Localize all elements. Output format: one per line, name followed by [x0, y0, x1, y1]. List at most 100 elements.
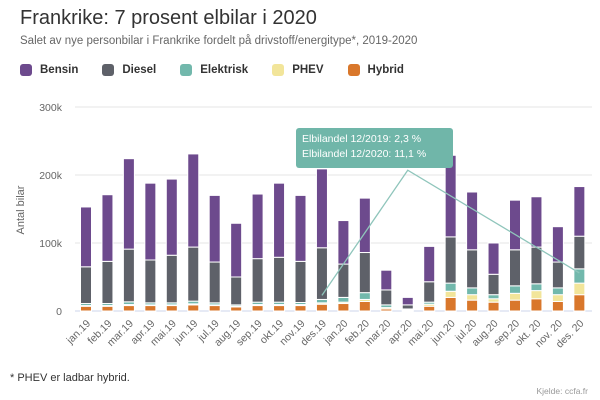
bar-diesel-apr19[interactable] — [144, 259, 157, 304]
bar-bensin-okt19[interactable] — [273, 182, 286, 258]
bar-diesel-sep19[interactable] — [251, 258, 264, 303]
x-tick-label: jun.20 — [428, 318, 458, 348]
bar-hybrid-feb20[interactable] — [358, 300, 371, 312]
bar-phev-nov20[interactable] — [551, 294, 564, 302]
bar-diesel-mar20[interactable] — [380, 289, 393, 306]
bar-phev-jun20[interactable] — [444, 290, 457, 298]
bar-hybrid-des20[interactable] — [573, 294, 586, 312]
bar-bensin-apr20[interactable] — [401, 296, 414, 306]
legend-item-diesel[interactable]: Diesel — [102, 64, 156, 76]
bar-hybrid-sep19[interactable] — [251, 305, 264, 312]
bar-elektrisk-aug20[interactable] — [487, 294, 500, 300]
bar-bensin-nov20[interactable] — [551, 226, 564, 263]
bar-phev-aug20[interactable] — [487, 298, 500, 303]
bar-hybrid-mai20[interactable] — [423, 305, 436, 312]
bar-diesel-sep20[interactable] — [509, 249, 521, 287]
bar-bensin-sep19[interactable] — [251, 193, 264, 260]
bar-bensin-okt20[interactable] — [530, 196, 543, 248]
bar-hybrid-mar19[interactable] — [122, 305, 135, 312]
bar-diesel-feb19[interactable] — [101, 260, 114, 305]
bar-bensin-jan19[interactable] — [80, 206, 92, 268]
bar-hybrid-aug20[interactable] — [487, 301, 500, 312]
bar-hybrid-aug19[interactable] — [230, 306, 243, 312]
bar-hybrid-jun20[interactable] — [444, 296, 457, 312]
bar-bensin-feb20[interactable] — [358, 197, 371, 254]
bar-hybrid-jul19[interactable] — [208, 305, 221, 312]
bar-hybrid-nov19[interactable] — [294, 305, 307, 312]
legend-label: Diesel — [122, 64, 157, 76]
bar-diesel-jan19[interactable] — [80, 266, 92, 305]
bar-diesel-jun19[interactable] — [187, 246, 200, 302]
bar-diesel-jul19[interactable] — [208, 261, 221, 304]
legend-item-phev[interactable]: PHEV — [272, 64, 324, 76]
bar-bensin-aug19[interactable] — [230, 222, 243, 278]
bar-bensin-sep20[interactable] — [509, 199, 521, 251]
legend-swatch-hybrid — [347, 64, 360, 76]
bar-elektrisk-jan20[interactable] — [337, 296, 350, 303]
legend-label: Bensin — [40, 64, 79, 76]
bar-bensin-jul19[interactable] — [208, 194, 221, 263]
legend-item-elektrisk[interactable]: Elektrisk — [180, 64, 248, 76]
bar-bensin-mai20[interactable] — [423, 245, 436, 283]
source-credit[interactable]: Kjelde: ccfa.fr — [536, 386, 589, 396]
bar-diesel-mai20[interactable] — [423, 281, 436, 303]
bar-bensin-apr19[interactable] — [144, 182, 157, 261]
bar-bensin-jun19[interactable] — [187, 153, 200, 248]
bar-diesel-okt20[interactable] — [530, 246, 543, 285]
bar-hybrid-mai19[interactable] — [165, 305, 178, 312]
chart-title: Frankrike: 7 prosent elbilar i 2020 — [20, 7, 317, 29]
bar-hybrid-apr19[interactable] — [144, 305, 157, 312]
bar-bensin-mar19[interactable] — [122, 158, 135, 250]
bar-bensin-nov19[interactable] — [294, 194, 307, 262]
bar-phev-sep20[interactable] — [509, 292, 521, 301]
bar-elektrisk-okt20[interactable] — [530, 283, 543, 292]
legend-item-bensin[interactable]: Bensin — [20, 64, 78, 76]
legend: Bensin Diesel Elektrisk PHEV Hybrid — [20, 64, 428, 76]
bar-diesel-des19[interactable] — [315, 247, 328, 300]
elbilandel-annotation: Elbilandel 12/2019: 2,3 % Elbilandel 12/… — [296, 128, 453, 168]
bar-bensin-aug20[interactable] — [487, 242, 500, 275]
bar-elektrisk-jul20[interactable] — [466, 287, 479, 296]
bar-elektrisk-des19[interactable] — [315, 298, 328, 304]
bar-hybrid-nov20[interactable] — [551, 300, 564, 312]
legend-label: Hybrid — [367, 64, 404, 76]
bar-diesel-jun20[interactable] — [444, 236, 457, 284]
bar-hybrid-des19[interactable] — [315, 303, 328, 312]
x-tick-label: jun.19 — [171, 318, 201, 348]
bar-diesel-des20[interactable] — [573, 235, 586, 270]
bar-diesel-mar19[interactable] — [122, 248, 135, 303]
bar-hybrid-jan19[interactable] — [80, 305, 92, 312]
bar-diesel-feb20[interactable] — [358, 252, 371, 294]
bar-hybrid-okt19[interactable] — [273, 305, 286, 312]
bar-hybrid-jan20[interactable] — [337, 303, 350, 312]
bar-bensin-jul20[interactable] — [466, 191, 479, 251]
bar-elektrisk-nov20[interactable] — [551, 287, 564, 296]
bar-diesel-mai19[interactable] — [165, 254, 178, 304]
bar-elektrisk-jun20[interactable] — [444, 282, 457, 292]
bar-diesel-okt19[interactable] — [273, 256, 286, 303]
bar-diesel-jul20[interactable] — [466, 249, 479, 289]
bar-diesel-aug19[interactable] — [230, 276, 243, 306]
bar-bensin-des19[interactable] — [315, 168, 328, 249]
bar-hybrid-jul20[interactable] — [466, 299, 479, 312]
bar-phev-okt20[interactable] — [530, 290, 543, 300]
bar-hybrid-jun19[interactable] — [187, 304, 200, 312]
bar-bensin-des20[interactable] — [573, 186, 586, 237]
bar-phev-jul20[interactable] — [466, 294, 479, 301]
bar-bensin-mar20[interactable] — [380, 269, 393, 291]
bar-diesel-nov19[interactable] — [294, 260, 307, 303]
bar-diesel-aug20[interactable] — [487, 273, 500, 296]
annotation-line-2: Elbilandel 12/2020: 11,1 % — [302, 148, 427, 160]
bar-elektrisk-feb20[interactable] — [358, 292, 371, 300]
legend-item-hybrid[interactable]: Hybrid — [347, 64, 404, 76]
bar-hybrid-feb19[interactable] — [101, 305, 114, 312]
bar-phev-des20[interactable] — [573, 282, 586, 296]
bar-hybrid-okt20[interactable] — [530, 298, 543, 312]
y-axis-label: Antal bilar — [15, 185, 27, 234]
bar-bensin-feb19[interactable] — [101, 194, 114, 262]
bar-diesel-nov20[interactable] — [551, 261, 564, 289]
bar-elektrisk-sep20[interactable] — [509, 285, 521, 294]
bar-hybrid-sep20[interactable] — [509, 299, 521, 312]
bar-diesel-apr20[interactable] — [401, 304, 414, 310]
bar-bensin-mai19[interactable] — [165, 178, 178, 256]
